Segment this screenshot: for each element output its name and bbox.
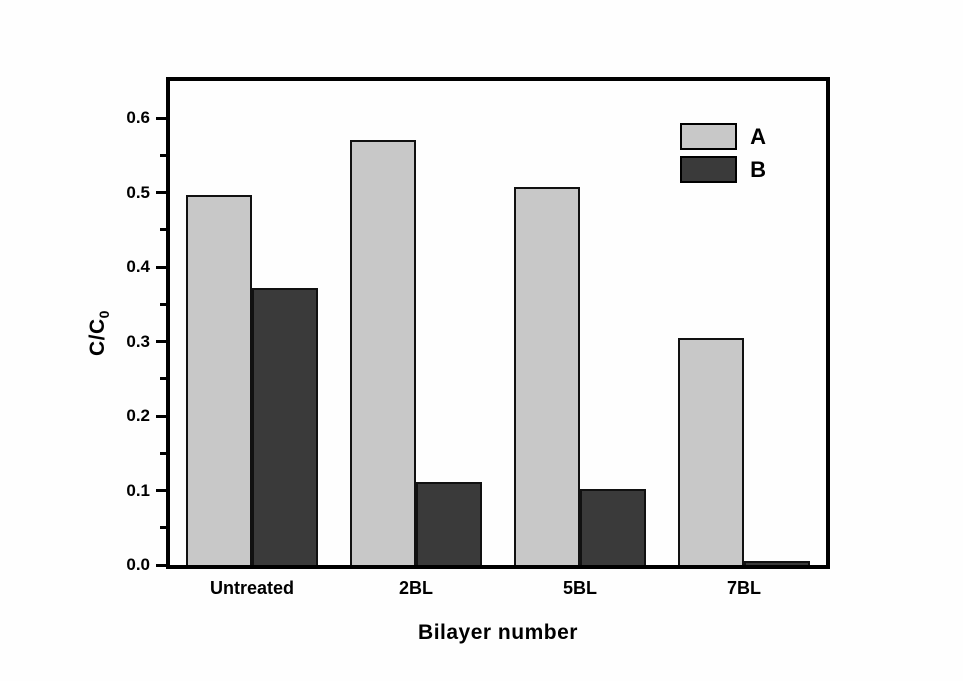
legend-swatch-b (680, 156, 738, 183)
y-axis-title-subscript: 0 (96, 310, 113, 319)
legend: A B (680, 123, 766, 183)
x-tick-label-untreated: Untreated (209, 578, 295, 598)
bar-untreated-a (186, 194, 252, 565)
bar-2bl-b (416, 482, 482, 565)
y-minor-tick (160, 302, 166, 306)
y-minor-tick (160, 228, 166, 232)
y-tick-label: 0.5 (126, 182, 150, 202)
x-axis-title: Bilayer number (418, 621, 578, 644)
plot-area: A B (166, 77, 830, 569)
y-tick-label: 0.0 (126, 555, 150, 575)
y-tick-label: 0.2 (126, 406, 150, 426)
y-tick-label: 0.6 (126, 108, 150, 128)
y-axis-title: C/C0 (86, 310, 112, 356)
x-tick-label-5bl: 5BL (562, 578, 598, 598)
bar-2bl-a (350, 139, 416, 565)
y-tick-label: 0.3 (126, 331, 150, 351)
x-tick-label-2bl: 2BL (398, 578, 434, 598)
y-tick-label: 0.4 (126, 257, 150, 277)
legend-label-a: A (750, 123, 766, 149)
legend-item-b: B (680, 156, 766, 183)
bar-5bl-b (580, 489, 646, 565)
y-minor-tick (160, 526, 166, 530)
bar-7bl-a (678, 337, 744, 565)
y-major-tick (156, 265, 166, 269)
legend-label-b: B (750, 156, 766, 182)
y-axis-title-text: C/C (85, 318, 109, 356)
y-major-tick (156, 489, 166, 493)
legend-item-a: A (680, 123, 766, 150)
y-major-tick (156, 563, 166, 567)
legend-swatch-a (680, 123, 738, 150)
bar-7bl-b (744, 561, 810, 565)
y-major-tick (156, 414, 166, 418)
y-major-tick (156, 116, 166, 120)
bar-5bl-a (514, 186, 580, 565)
bars-layer (170, 81, 826, 565)
y-major-tick (156, 191, 166, 195)
bar-untreated-b (252, 288, 318, 565)
x-tick-label-7bl: 7BL (726, 578, 762, 598)
y-minor-tick (160, 377, 166, 381)
y-major-tick (156, 340, 166, 344)
y-minor-tick (160, 451, 166, 455)
y-tick-label: 0.1 (126, 480, 150, 500)
y-minor-tick (160, 153, 166, 157)
